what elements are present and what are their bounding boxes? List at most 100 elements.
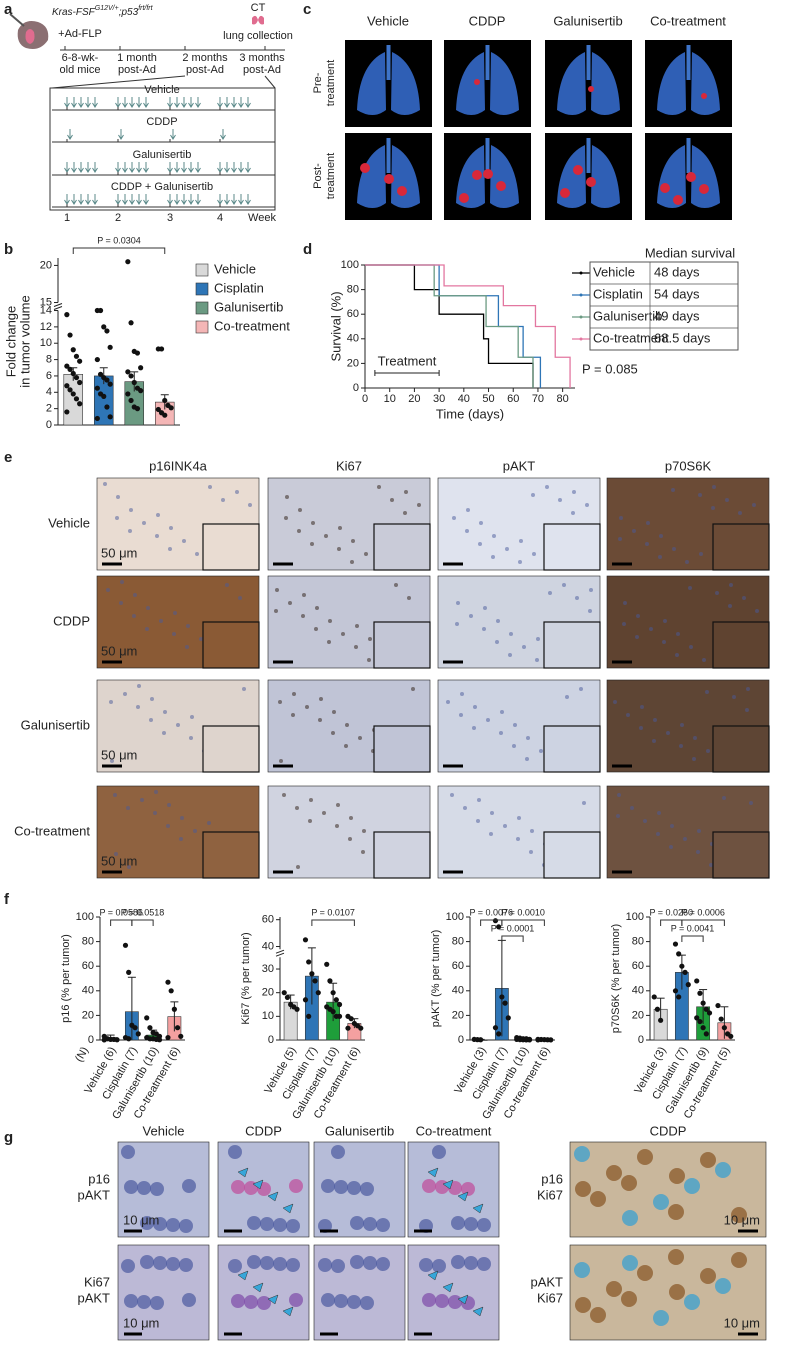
nucleus xyxy=(291,713,295,717)
arrow-head xyxy=(188,167,194,173)
nucleus xyxy=(663,619,667,623)
p-value: P = 0.0518 xyxy=(121,907,165,917)
nucleus xyxy=(626,713,630,717)
nucleus xyxy=(137,1295,151,1309)
arrow-head xyxy=(85,102,91,108)
if-row-label: Ki67 xyxy=(537,1290,563,1305)
nucleus xyxy=(630,806,634,810)
data-point xyxy=(306,959,312,965)
data-point xyxy=(67,387,73,393)
data-point xyxy=(97,371,104,377)
nucleus xyxy=(322,811,326,815)
nucleus xyxy=(486,718,490,722)
nucleus xyxy=(166,1218,180,1232)
nucleus xyxy=(315,606,319,610)
data-point xyxy=(676,951,682,957)
nucleus xyxy=(186,624,190,628)
nucleus xyxy=(275,588,279,592)
nucleus xyxy=(248,503,252,507)
nucleus xyxy=(450,793,454,797)
arrow-head xyxy=(231,102,237,108)
nucleus xyxy=(360,1296,374,1310)
data-point xyxy=(94,356,100,363)
nucleus xyxy=(321,1179,335,1193)
data-point xyxy=(697,1018,703,1025)
nucleus xyxy=(558,498,562,502)
nucleus xyxy=(146,606,150,610)
data-point xyxy=(67,366,73,372)
table-header: Median survival xyxy=(645,245,735,260)
nucleus xyxy=(500,710,504,714)
nucleus xyxy=(119,601,123,605)
data-point xyxy=(478,1037,484,1043)
nucleus xyxy=(683,837,687,841)
nucleus xyxy=(456,601,460,605)
data-point xyxy=(101,324,107,330)
data-point xyxy=(281,990,287,996)
data-point xyxy=(162,397,168,404)
data-point xyxy=(706,1010,713,1016)
if-row-label: Ki67 xyxy=(84,1274,110,1289)
nucleus xyxy=(238,596,242,600)
nucleus xyxy=(512,744,516,748)
nucleus xyxy=(162,731,166,735)
data-point xyxy=(135,1031,141,1037)
data-point xyxy=(64,363,70,369)
arrow-head xyxy=(92,102,98,108)
nucleus xyxy=(348,837,352,841)
data-point xyxy=(721,1025,727,1031)
nucleus xyxy=(179,837,183,841)
arrow-head xyxy=(92,199,98,205)
nucleus xyxy=(150,1296,164,1310)
nucleus xyxy=(361,850,365,854)
nucleus xyxy=(182,1293,196,1307)
ct-header: CDDP xyxy=(469,13,506,28)
data-point xyxy=(131,379,137,386)
nucleus xyxy=(129,508,133,512)
nucleus xyxy=(195,552,199,556)
nucleus xyxy=(616,814,620,818)
data-point xyxy=(134,350,141,356)
nucleus xyxy=(121,1259,135,1273)
data-point xyxy=(134,406,141,412)
tumor-render xyxy=(360,163,370,173)
nucleus xyxy=(461,1182,475,1196)
nucleus xyxy=(260,1256,274,1270)
data-point xyxy=(685,982,691,988)
y-tick-label: 12 xyxy=(40,321,52,333)
data-point xyxy=(330,1009,336,1015)
arrow-head xyxy=(136,102,142,108)
nucleus xyxy=(479,521,483,525)
legend-marker xyxy=(579,315,583,319)
survival-curve xyxy=(365,264,571,388)
arrowhead-marker xyxy=(282,1203,294,1214)
data-point xyxy=(125,259,131,265)
data-point xyxy=(126,969,132,975)
nucleus xyxy=(278,700,282,704)
nucleus xyxy=(516,837,520,841)
nucleus xyxy=(308,819,312,823)
nucleus xyxy=(465,529,469,533)
data-point xyxy=(125,369,131,375)
arrowhead-marker xyxy=(282,1306,294,1317)
nucleus xyxy=(180,816,184,820)
nucleus xyxy=(292,692,296,696)
ihc-row-label: CDDP xyxy=(53,613,90,628)
y-tick-label: 14 xyxy=(40,304,52,316)
y-tick-label: 20 xyxy=(40,259,52,271)
nucleus xyxy=(127,865,131,869)
nucleus xyxy=(680,723,684,727)
nucleus xyxy=(477,1257,491,1271)
if-header: CDDP xyxy=(650,1123,687,1138)
timeline-label: +Ad-FLP xyxy=(58,28,102,40)
week-label: 4 xyxy=(217,212,223,224)
nucleus xyxy=(645,542,649,546)
data-point xyxy=(327,978,333,984)
nucleus xyxy=(585,503,589,507)
panel-letter: e xyxy=(4,449,12,466)
data-point xyxy=(330,990,336,996)
nucleus xyxy=(637,1265,653,1281)
tumor-render xyxy=(586,177,596,187)
nucleus xyxy=(679,744,683,748)
